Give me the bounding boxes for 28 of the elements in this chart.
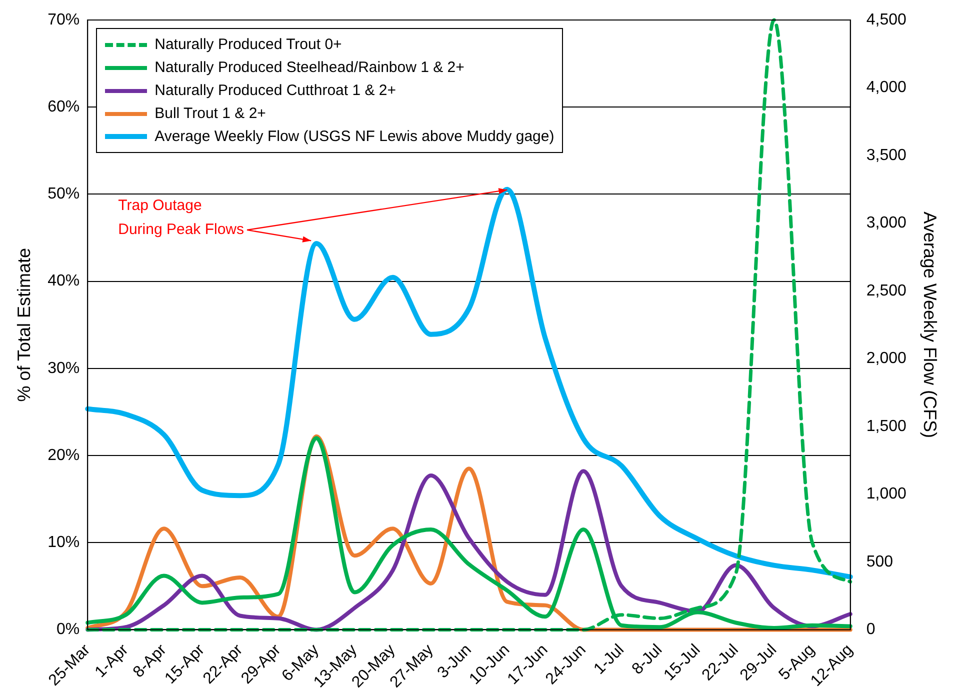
y-tick-label: 50% bbox=[48, 186, 80, 203]
annotation: Trap Outage During Peak Flows bbox=[118, 197, 244, 238]
y2-tick-label: 4,000 bbox=[866, 79, 906, 96]
y-tick-label: 70% bbox=[48, 11, 80, 28]
y-tick-label: 10% bbox=[48, 534, 80, 552]
legend-label: Naturally Produced Steelhead/Rainbow 1 & 2+ bbox=[154, 59, 464, 76]
y2-axis-title: Average Weekly Flow (CFS) bbox=[920, 212, 940, 438]
y2-tick-label: 4,500 bbox=[866, 11, 906, 28]
y2-tick-label: 0 bbox=[866, 621, 876, 638]
y2-tick-label: 1,500 bbox=[866, 418, 906, 435]
y2-tick-label: 3,000 bbox=[866, 214, 906, 232]
y2-tick-label: 2,500 bbox=[866, 282, 906, 300]
y2-tick-label: 500 bbox=[866, 553, 894, 570]
y2-tick-label: 1,000 bbox=[866, 486, 906, 503]
legend-label: Average Weekly Flow (USGS NF Lewis above Muddy gage) bbox=[154, 128, 554, 145]
y-tick-label: 60% bbox=[48, 98, 80, 116]
line-series bbox=[86, 18, 852, 632]
line-series bbox=[86, 469, 852, 632]
y-tick-label: 20% bbox=[48, 446, 80, 464]
y2-tick-label: 2,000 bbox=[866, 350, 906, 368]
legend-label: Bull Trout 1 & 2+ bbox=[154, 105, 266, 122]
y-tick-label: 30% bbox=[48, 360, 80, 377]
legend-label: Naturally Produced Cutthroat 1 & 2+ bbox=[154, 82, 396, 99]
y2-tick-label: 3,500 bbox=[866, 146, 906, 164]
y-tick-label: 40% bbox=[48, 272, 80, 290]
legend-label: Naturally Produced Trout 0+ bbox=[154, 36, 342, 53]
y-tick-label: 0% bbox=[56, 621, 80, 638]
y-axis-title: % of Total Estimate bbox=[14, 248, 34, 402]
